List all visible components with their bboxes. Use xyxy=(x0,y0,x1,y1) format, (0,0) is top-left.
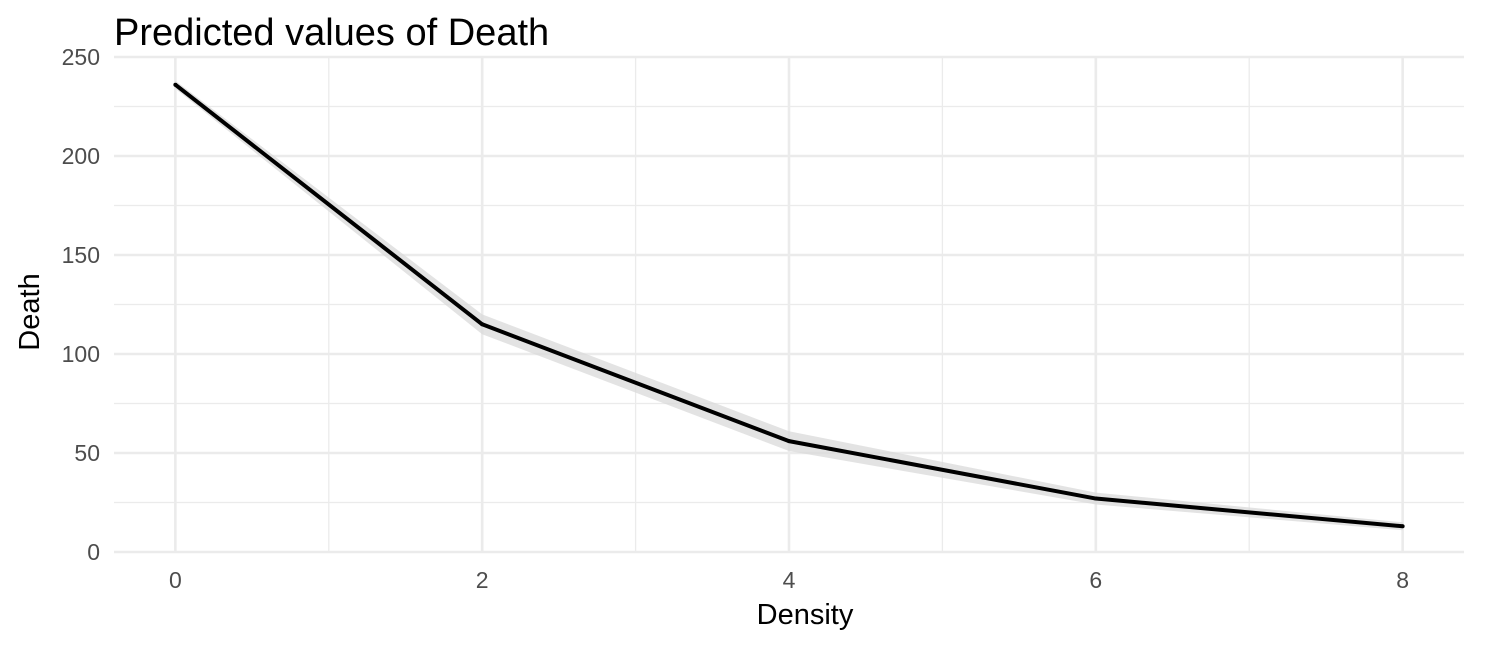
x-tick-label: 8 xyxy=(1396,567,1409,593)
data-point xyxy=(173,82,178,87)
major-gridlines xyxy=(114,55,1464,554)
x-tick-label: 4 xyxy=(783,567,796,593)
x-tick-label: 2 xyxy=(476,567,489,593)
y-tick-label: 50 xyxy=(74,440,100,466)
series-lines xyxy=(173,82,1405,529)
x-axis-ticks: 0 2 4 6 8 xyxy=(169,567,1409,593)
data-point xyxy=(1400,524,1405,529)
x-tick-label: 6 xyxy=(1089,567,1102,593)
y-axis-title: Death xyxy=(14,273,46,350)
y-tick-label: 200 xyxy=(62,143,100,169)
data-point xyxy=(1093,496,1098,501)
x-axis-title: Density xyxy=(757,599,854,631)
data-point xyxy=(787,439,791,444)
x-tick-label: 0 xyxy=(169,567,182,593)
data-point xyxy=(480,322,485,327)
y-axis-ticks: 0 50 100 150 200 250 xyxy=(62,44,100,565)
y-tick-label: 150 xyxy=(62,242,100,268)
chart-title: Predicted values of Death xyxy=(114,12,549,54)
y-tick-label: 100 xyxy=(62,341,100,367)
y-tick-label: 250 xyxy=(62,44,100,70)
y-tick-label: 0 xyxy=(87,539,100,565)
